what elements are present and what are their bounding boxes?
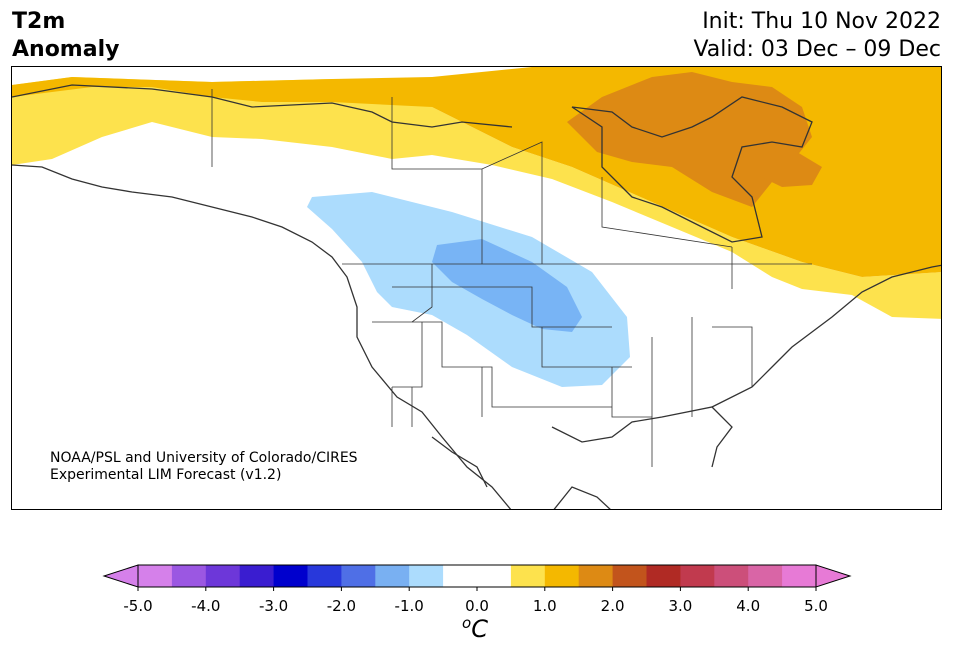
valid-range: Valid: 03 Dec – 09 Dec [693,37,941,62]
colorbar-swatch [680,565,715,587]
colorbar-swatch [612,565,647,587]
colorbar-tick-label: 1.0 [533,597,557,615]
colorbar-swatch [714,565,749,587]
colorbar-tick-label: 0.0 [465,597,489,615]
colorbar-swatch [409,565,444,587]
credit-line-1: NOAA/PSL and University of Colorado/CIRE… [50,450,358,466]
colorbar-tick-label: -3.0 [259,597,288,615]
colorbar-tick-label: 5.0 [804,597,828,615]
colorbar-swatch [138,565,173,587]
title-variable: T2m [12,9,66,34]
map-credit: NOAA/PSL and University of Colorado/CIRE… [50,450,358,484]
colorbar-swatch [510,565,546,587]
colorbar-tick-label: 2.0 [601,597,625,615]
colorbar-swatch [443,565,478,587]
units-letter: C [471,615,488,643]
colorbar-swatch [477,565,512,587]
anomaly-map: NOAA/PSL and University of Colorado/CIRE… [11,66,942,510]
colorbar-swatch [748,565,783,587]
colorbar-swatch [578,565,614,587]
coastlines [12,84,941,509]
warm-core-quebec [752,149,822,187]
political-borders [211,89,812,467]
colorbar-swatch [273,565,308,587]
colorbar-tick-label: -2.0 [327,597,356,615]
cold-anomaly-inner [432,239,582,332]
colorbar-swatch [171,565,207,587]
colorbar-tick-label: -5.0 [123,597,152,615]
colorbar-units: oC [462,614,488,643]
colorbar-swatch [307,565,342,587]
forecast-dates: Init: Thu 10 Nov 2022 Valid: 03 Dec – 09… [693,8,941,64]
credit-line-2: Experimental LIM Forecast (v1.2) [50,467,282,483]
colorbar-swatch [341,565,376,587]
colorbar-swatch [205,565,241,587]
colorbar-tick-label: -4.0 [191,597,220,615]
colorbar-tick-label: -1.0 [395,597,424,615]
map-title: T2m Anomaly [12,8,119,64]
colorbar-swatch [544,565,580,587]
warm-band-light [12,77,941,319]
title-kind: Anomaly [12,37,120,62]
colorbar-swatch [239,565,275,587]
map-canvas [12,67,941,509]
colorbar-tick-label: 3.0 [668,597,692,615]
colorbar-tick-label: 4.0 [736,597,760,615]
colorbar-extend-high [815,564,852,588]
colorbar-extend-low [102,564,139,588]
colorbar-swatch [375,565,410,587]
init-date: Init: Thu 10 Nov 2022 [702,9,941,34]
units-degree: o [462,614,472,632]
colorbar-swatch [646,565,681,587]
warm-core-hudson [567,72,812,207]
colorbar-ticks: -5.0 -4.0 -3.0 -2.0 -1.0 0.0 1.0 2.0 3.0 4.0 5.0 [123,587,828,615]
colorbar-swatch [782,565,817,587]
colorbar-swatches [102,564,852,588]
